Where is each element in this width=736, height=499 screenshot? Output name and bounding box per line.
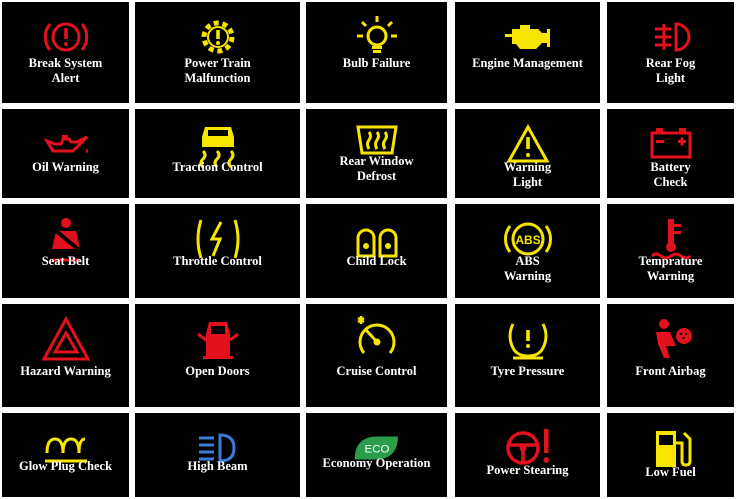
tile-power-train-malfunction: Power Train Malfunction — [135, 2, 300, 103]
tyre-pressure-icon — [503, 316, 553, 362]
tile-label: Temprature Warning — [638, 254, 703, 283]
tile-label: Seat Belt — [41, 254, 90, 268]
tile-label: Traction Control — [172, 160, 263, 174]
tile-label: Tyre Pressure — [490, 364, 565, 378]
tile-label: Rear Fog Light — [645, 56, 696, 85]
tile-cruise-control: Cruise Control — [306, 304, 447, 407]
tile-rear-fog-light: Rear Fog Light — [607, 2, 734, 103]
tile-high-beam: High Beam — [135, 413, 300, 497]
tile-brake-system-alert: Break System Alert — [2, 2, 129, 103]
tile-seat-belt: Seat Belt — [2, 204, 129, 298]
power-train-malfunction-icon — [193, 14, 243, 60]
oil-warning-icon — [41, 121, 91, 167]
seat-belt-icon — [41, 216, 91, 262]
tile-label: Warning Light — [503, 160, 552, 189]
tile-rear-window-defrost: Rear Window Defrost — [306, 109, 447, 198]
child-lock-icon — [352, 216, 402, 262]
tile-label: Rear Window Defrost — [339, 154, 414, 183]
tile-label: Bulb Failure — [342, 56, 411, 70]
tile-child-lock: Child Lock — [306, 204, 447, 298]
tile-oil-warning: Oil Warning — [2, 109, 129, 198]
temperature-warning-icon — [646, 216, 696, 262]
tile-label: Glow Plug Check — [18, 459, 113, 473]
tile-label: Child Lock — [346, 254, 407, 268]
tile-label: Break System Alert — [28, 56, 103, 85]
open-doors-icon — [193, 316, 243, 362]
tile-label: Front Airbag — [635, 364, 706, 378]
glow-plug-check-icon — [41, 425, 91, 471]
cruise-control-icon — [352, 316, 402, 362]
tile-temperature-warning: Temprature Warning — [607, 204, 734, 298]
economy-operation-icon: ECO — [352, 425, 402, 471]
tile-label: Hazard Warning — [20, 364, 111, 378]
rear-window-defrost-icon — [352, 121, 402, 167]
throttle-control-icon — [193, 216, 243, 262]
tile-warning-light: Warning Light — [455, 109, 600, 198]
tile-label: Economy Operation — [322, 456, 431, 470]
brake-system-alert-icon — [41, 14, 91, 60]
tile-label: High Beam — [187, 459, 248, 473]
tile-label: Open Doors — [185, 364, 250, 378]
front-airbag-icon — [646, 316, 696, 362]
power-steering-icon — [503, 425, 553, 471]
tile-power-steering: Power Stearing — [455, 413, 600, 497]
tile-economy-operation: ECO Economy Operation — [306, 413, 447, 497]
bulb-failure-icon — [352, 14, 402, 60]
tile-hazard-warning: Hazard Warning — [2, 304, 129, 407]
battery-check-icon — [646, 121, 696, 167]
engine-management-icon — [503, 14, 553, 60]
abs-warning-icon: ABS — [503, 216, 553, 262]
tile-label: Low Fuel — [645, 465, 696, 479]
tile-open-doors: Open Doors — [135, 304, 300, 407]
tile-label: Cruise Control — [336, 364, 417, 378]
tile-bulb-failure: Bulb Failure — [306, 2, 447, 103]
hazard-warning-icon — [40, 315, 91, 362]
tile-front-airbag: Front Airbag — [607, 304, 734, 407]
tile-label: ABS Warning — [503, 254, 552, 283]
high-beam-icon — [193, 425, 243, 471]
tile-label: Battery Check — [650, 160, 691, 189]
rear-fog-light-icon — [646, 14, 696, 60]
eco-badge-text: ECO — [364, 444, 389, 456]
tile-label: Engine Management — [472, 56, 583, 70]
tile-label: Throttle Control — [173, 254, 262, 268]
tile-throttle-control: Throttle Control — [135, 204, 300, 298]
warning-light-icon — [503, 121, 553, 167]
tile-tyre-pressure: Tyre Pressure — [455, 304, 600, 407]
tile-glow-plug-check: Glow Plug Check — [2, 413, 129, 497]
tile-traction-control: Traction Control — [135, 109, 300, 198]
tile-label: Power Train Malfunction — [184, 56, 251, 85]
abs-badge-text: ABS — [515, 233, 540, 247]
traction-control-icon — [193, 121, 243, 169]
tile-label: Oil Warning — [32, 160, 99, 174]
tile-label: Power Stearing — [486, 463, 569, 477]
tile-engine-management: Engine Management — [455, 2, 600, 103]
tile-abs-warning: ABS ABS Warning — [455, 204, 600, 298]
low-fuel-icon — [646, 425, 696, 471]
tile-battery-check: Battery Check — [607, 109, 734, 198]
tile-low-fuel: Low Fuel — [607, 413, 734, 497]
